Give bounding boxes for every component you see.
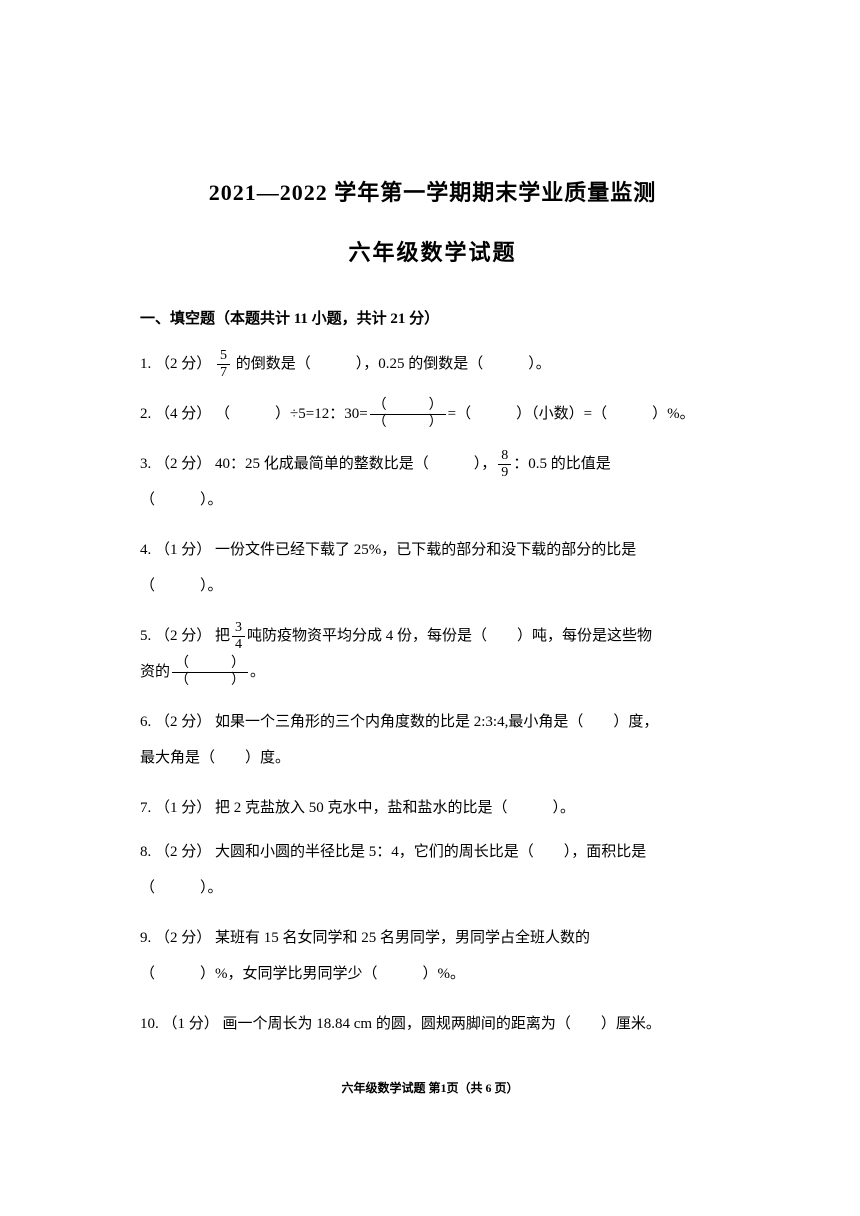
q1-frac-num: 5 — [217, 349, 230, 365]
q3-frac-num: 8 — [498, 449, 511, 465]
q5-mid: 吨防疫物资平均分成 4 份，每份是（ ）吨，每份是这些物 — [247, 628, 652, 644]
section-header: 一、填空题（本题共计 11 小题，共计 21 分） — [140, 307, 725, 328]
q7-text: 7. （1 分） 把 2 克盐放入 50 克水中，盐和盐水的比是（ ）。 — [140, 800, 575, 816]
question-2: 2. （4 分） （ ）÷5=12：30=（ ）（ ）=（ ）（小数）=（ ）%… — [140, 396, 725, 432]
q3-frac-den: 9 — [498, 465, 511, 480]
question-8: 8. （2 分） 大圆和小圆的半径比是 5：4，它们的周长比是（ ），面积比是 … — [140, 834, 725, 906]
q9-line2: （ ）%，女同学比男同学少（ ）%。 — [140, 966, 465, 982]
q5-prefix: 5. （2 分） 把 — [140, 628, 230, 644]
question-4: 4. （1 分） 一份文件已经下载了 25%，已下载的部分和没下载的部分的比是 … — [140, 532, 725, 604]
q2-frac-den: （ ） — [370, 415, 446, 430]
q2-fraction-blank: （ ）（ ） — [370, 399, 446, 430]
q5-frac-den: 4 — [232, 637, 245, 652]
q4-line2: （ ）。 — [140, 578, 223, 594]
q8-line1: 8. （2 分） 大圆和小圆的半径比是 5：4，它们的周长比是（ ），面积比是 — [140, 844, 646, 860]
question-5: 5. （2 分） 把34吨防疫物资平均分成 4 份，每份是（ ）吨，每份是这些物… — [140, 618, 725, 690]
q5-fraction-blank: （ ）（ ） — [172, 657, 248, 688]
q10-text: 10. （1 分） 画一个周长为 18.84 cm 的圆，圆规两脚间的距离为（ … — [140, 1016, 661, 1032]
q4-line1: 4. （1 分） 一份文件已经下载了 25%，已下载的部分和没下载的部分的比是 — [140, 542, 636, 558]
question-1: 1. （2 分） 57 的倒数是（ ），0.25 的倒数是（ ）。 — [140, 346, 725, 382]
q3-prefix: 3. （2 分） 40：25 化成最简单的整数比是（ ）， — [140, 456, 496, 472]
q1-prefix: 1. （2 分） — [140, 356, 215, 372]
q6-line1: 6. （2 分） 如果一个三角形的三个内角度数的比是 2:3:4,最小角是（ ）… — [140, 714, 658, 730]
page-footer: 六年级数学试题 第1页（共 6 页） — [0, 1079, 860, 1096]
q5-line2-suffix: 。 — [250, 664, 265, 680]
main-title: 2021—2022 学年第一学期期末学业质量监测 — [140, 175, 725, 207]
q2-prefix: 2. （4 分） （ ）÷5=12：30= — [140, 406, 368, 422]
question-9: 9. （2 分） 某班有 15 名女同学和 25 名男同学，男同学占全班人数的 … — [140, 920, 725, 992]
q2-suffix: =（ ）（小数）=（ ）%。 — [448, 406, 695, 422]
q1-fraction: 57 — [217, 349, 230, 380]
q5-fraction: 34 — [232, 621, 245, 652]
exam-page: 2021—2022 学年第一学期期末学业质量监测 六年级数学试题 一、填空题（本… — [0, 0, 860, 1116]
q2-frac-num: （ ） — [370, 399, 446, 415]
q1-frac-den: 7 — [217, 365, 230, 380]
q6-line2: 最大角是（ ）度。 — [140, 750, 290, 766]
q5-frac-num: 3 — [232, 621, 245, 637]
question-10: 10. （1 分） 画一个周长为 18.84 cm 的圆，圆规两脚间的距离为（ … — [140, 1006, 725, 1042]
q8-line2: （ ）。 — [140, 880, 223, 896]
question-7: 7. （1 分） 把 2 克盐放入 50 克水中，盐和盐水的比是（ ）。 — [140, 790, 725, 826]
q5-frac2-den: （ ） — [172, 673, 248, 688]
q3-line2: （ ）。 — [140, 492, 223, 508]
q5-frac2-num: （ ） — [172, 657, 248, 673]
question-6: 6. （2 分） 如果一个三角形的三个内角度数的比是 2:3:4,最小角是（ ）… — [140, 704, 725, 776]
q5-line2-prefix: 资的 — [140, 664, 170, 680]
q3-mid: ：0.5 的比值是 — [513, 456, 611, 472]
q1-mid: 的倒数是（ ），0.25 的倒数是（ ）。 — [232, 356, 551, 372]
sub-title: 六年级数学试题 — [140, 235, 725, 267]
q9-line1: 9. （2 分） 某班有 15 名女同学和 25 名男同学，男同学占全班人数的 — [140, 930, 590, 946]
question-3: 3. （2 分） 40：25 化成最简单的整数比是（ ），89：0.5 的比值是… — [140, 446, 725, 518]
q3-fraction: 89 — [498, 449, 511, 480]
